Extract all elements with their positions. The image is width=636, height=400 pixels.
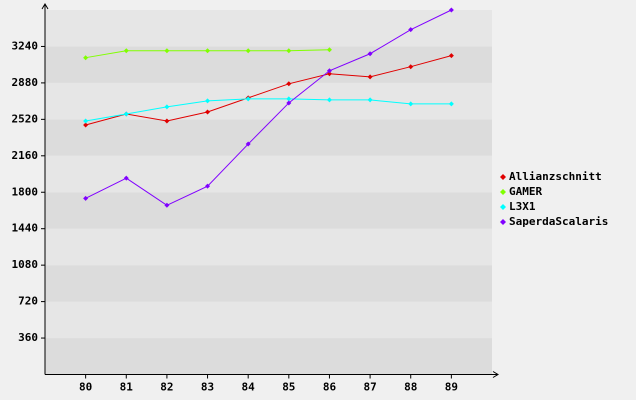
x-tick-label: 88 [404, 381, 417, 394]
point [83, 55, 89, 61]
point [123, 111, 129, 117]
series-line [85, 55, 452, 126]
x-tick-label: 89 [445, 381, 458, 394]
y-tick-label: 1440 [12, 222, 39, 235]
point [367, 51, 373, 57]
plot-band [45, 265, 492, 302]
point [326, 68, 332, 74]
point [245, 96, 251, 102]
point [448, 53, 454, 59]
plot-band [45, 119, 492, 156]
point [83, 118, 89, 124]
plot-band [45, 228, 492, 266]
x-axis-arrow [492, 371, 499, 378]
y-tick-label: 1800 [12, 185, 39, 198]
point [205, 183, 211, 189]
point [205, 109, 211, 115]
x-tick-label: 84 [242, 381, 256, 394]
point [286, 81, 292, 87]
x-tick-label: 83 [201, 381, 214, 394]
point [83, 122, 89, 128]
x-tick-label: 85 [282, 381, 295, 394]
series-line [85, 9, 452, 206]
point [245, 141, 251, 147]
x-tick-label: 81 [120, 381, 134, 394]
legend-label: GAMER [509, 185, 542, 198]
point [326, 97, 332, 103]
point [164, 202, 170, 208]
plot-band [45, 301, 492, 339]
point [448, 101, 454, 107]
plot-band [45, 46, 492, 83]
point [367, 74, 373, 80]
plot-band [45, 192, 492, 229]
point [205, 98, 211, 104]
point [286, 96, 292, 102]
plot-band [45, 155, 492, 193]
legend-marker [500, 219, 506, 225]
point [408, 101, 414, 107]
legend-marker [500, 204, 506, 210]
x-tick-label: 80 [79, 381, 92, 394]
legend-label: Allianzschnitt [509, 170, 602, 183]
plot-band [45, 82, 492, 120]
point [408, 27, 414, 33]
series-line [85, 98, 452, 122]
point [286, 48, 292, 54]
y-tick-label: 360 [18, 331, 38, 344]
point [326, 71, 332, 77]
y-tick-label: 3240 [12, 39, 39, 52]
y-tick-label: 2880 [12, 76, 39, 89]
point [408, 64, 414, 70]
point [164, 104, 170, 110]
y-tick-label: 1080 [12, 258, 39, 271]
plot-band [45, 338, 492, 375]
point [286, 100, 292, 106]
plot-band [45, 10, 492, 47]
point [326, 47, 332, 53]
x-tick-label: 86 [323, 381, 337, 394]
point [123, 48, 129, 54]
point [164, 118, 170, 124]
y-tick-label: 720 [18, 295, 38, 308]
point [245, 48, 251, 54]
x-tick-label: 87 [363, 381, 376, 394]
point [164, 48, 170, 54]
legend-marker [500, 189, 506, 195]
legend-label: L3X1 [509, 200, 536, 213]
point [123, 175, 129, 181]
legend-label: SaperdaScalaris [509, 215, 608, 228]
point [367, 97, 373, 103]
y-tick-label: 2520 [12, 112, 39, 125]
y-tick-label: 2160 [12, 149, 39, 162]
y-axis-arrow [41, 3, 49, 10]
point [448, 7, 454, 13]
legend-marker [500, 174, 506, 180]
x-tick-label: 82 [160, 381, 173, 394]
point [205, 48, 211, 54]
point [83, 195, 89, 201]
